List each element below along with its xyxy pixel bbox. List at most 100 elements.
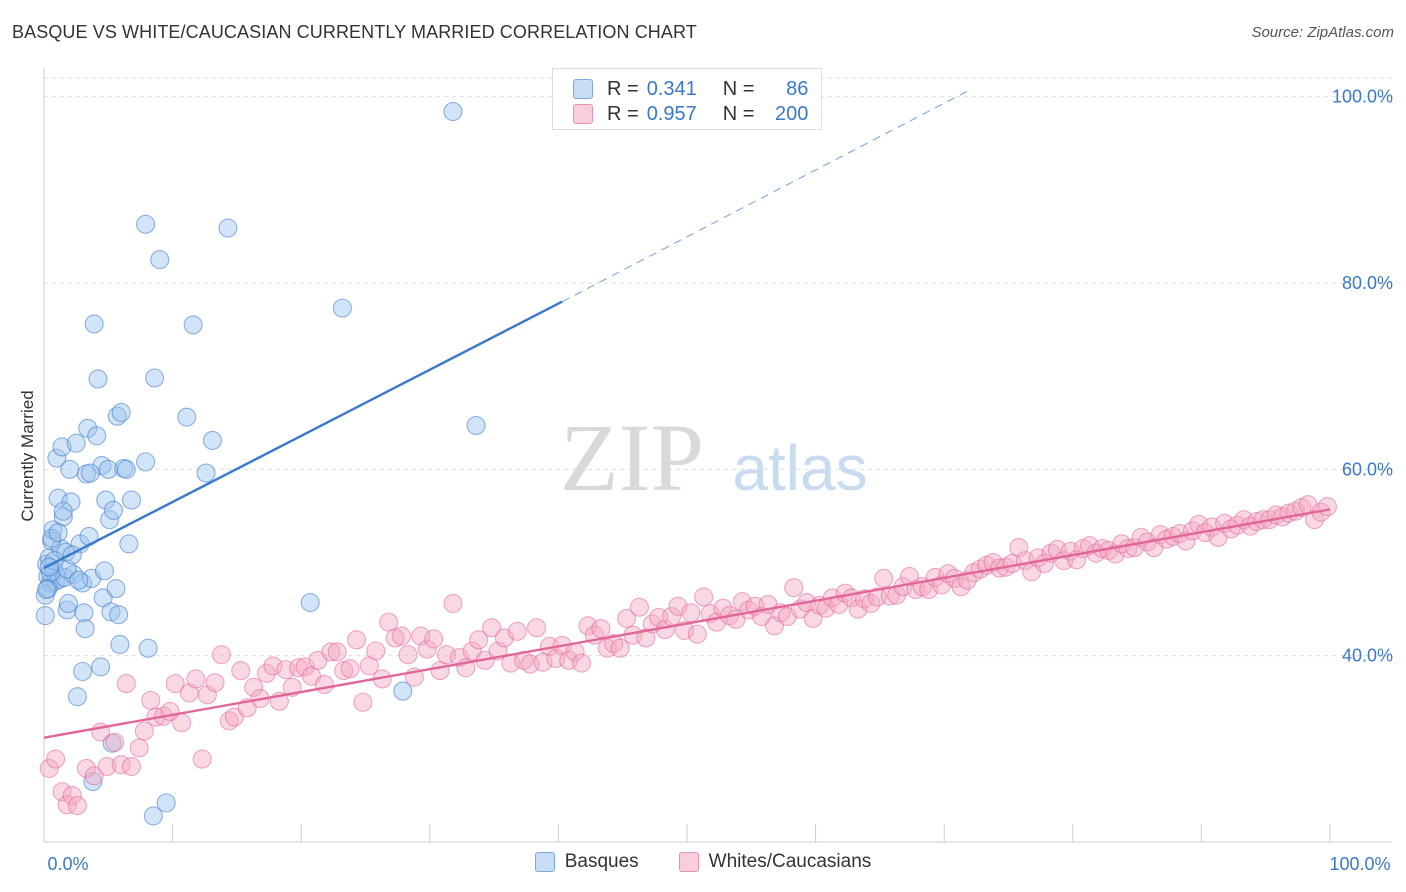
data-point[interactable]	[197, 685, 217, 705]
data-point[interactable]	[1105, 544, 1125, 564]
data-point[interactable]	[300, 593, 320, 613]
data-point[interactable]	[57, 600, 77, 620]
data-point[interactable]	[610, 638, 630, 658]
data-point[interactable]	[694, 587, 714, 607]
data-point[interactable]	[67, 796, 87, 816]
data-point[interactable]	[1305, 510, 1325, 530]
data-point[interactable]	[136, 214, 156, 234]
data-point[interactable]	[88, 369, 108, 389]
data-point[interactable]	[116, 459, 136, 479]
data-point[interactable]	[687, 624, 707, 644]
data-point[interactable]	[119, 534, 139, 554]
data-point[interactable]	[69, 570, 89, 590]
data-point[interactable]	[327, 642, 347, 662]
data-point[interactable]	[48, 523, 68, 543]
data-point[interactable]	[80, 463, 100, 483]
data-point[interactable]	[138, 638, 158, 658]
data-point[interactable]	[109, 605, 129, 625]
data-point[interactable]	[417, 639, 437, 659]
data-point[interactable]	[196, 463, 216, 483]
data-point[interactable]	[110, 634, 130, 655]
data-point[interactable]	[60, 459, 80, 479]
data-point[interactable]	[134, 721, 154, 741]
data-point[interactable]	[391, 626, 412, 646]
data-point[interactable]	[62, 545, 82, 565]
data-point[interactable]	[97, 756, 117, 777]
data-point[interactable]	[141, 690, 161, 710]
data-point[interactable]	[385, 628, 405, 648]
data-point[interactable]	[205, 673, 225, 693]
data-point[interactable]	[105, 732, 125, 752]
data-point[interactable]	[244, 677, 264, 697]
data-point[interactable]	[121, 490, 141, 510]
data-point[interactable]	[76, 758, 96, 778]
data-point[interactable]	[96, 490, 116, 510]
data-point[interactable]	[681, 603, 701, 623]
data-point[interactable]	[106, 579, 126, 599]
data-point[interactable]	[571, 653, 592, 673]
data-point[interactable]	[366, 641, 386, 661]
data-point[interactable]	[92, 456, 112, 476]
data-point[interactable]	[591, 619, 611, 639]
data-point[interactable]	[91, 657, 111, 677]
data-point[interactable]	[150, 250, 170, 270]
data-point[interactable]	[674, 620, 694, 641]
data-point[interactable]	[219, 711, 239, 731]
data-point[interactable]	[186, 669, 206, 689]
data-point[interactable]	[340, 659, 360, 679]
data-point[interactable]	[231, 661, 251, 681]
data-point[interactable]	[143, 806, 163, 826]
data-point[interactable]	[66, 433, 86, 453]
data-point[interactable]	[629, 597, 649, 617]
data-point[interactable]	[57, 795, 77, 815]
data-point[interactable]	[73, 661, 93, 682]
data-point[interactable]	[1317, 497, 1337, 517]
data-point[interactable]	[183, 315, 203, 335]
legend-item-basques[interactable]: Basques	[534, 851, 639, 873]
data-point[interactable]	[145, 368, 165, 388]
data-point[interactable]	[62, 785, 82, 805]
data-point[interactable]	[52, 437, 72, 457]
data-point[interactable]	[74, 603, 94, 623]
data-point[interactable]	[107, 406, 127, 426]
data-point[interactable]	[481, 618, 502, 638]
data-point[interactable]	[211, 645, 232, 665]
data-point[interactable]	[121, 756, 141, 777]
data-point[interactable]	[192, 749, 212, 769]
data-point[interactable]	[462, 641, 482, 661]
data-point[interactable]	[334, 661, 354, 681]
legend-item-whites[interactable]: Whites/Caucasians	[678, 851, 871, 873]
data-point[interactable]	[224, 707, 244, 727]
data-point[interactable]	[218, 218, 238, 238]
data-point[interactable]	[398, 645, 418, 665]
data-point[interactable]	[67, 687, 87, 707]
data-point[interactable]	[202, 430, 223, 450]
data-point[interactable]	[38, 579, 58, 599]
data-point[interactable]	[53, 501, 73, 521]
data-point[interactable]	[75, 619, 95, 639]
data-point[interactable]	[87, 426, 107, 446]
data-point[interactable]	[94, 561, 114, 581]
data-point[interactable]	[424, 629, 444, 649]
data-point[interactable]	[37, 579, 57, 600]
data-point[interactable]	[111, 402, 131, 423]
data-point[interactable]	[507, 621, 527, 641]
data-point[interactable]	[101, 602, 121, 622]
data-point[interactable]	[172, 713, 192, 733]
data-point[interactable]	[84, 766, 104, 786]
data-point[interactable]	[103, 500, 123, 520]
data-point[interactable]	[636, 628, 656, 648]
data-point[interactable]	[353, 692, 373, 712]
data-point[interactable]	[165, 674, 185, 694]
data-point[interactable]	[526, 618, 547, 638]
data-point[interactable]	[47, 448, 67, 468]
data-point[interactable]	[443, 101, 463, 122]
data-point[interactable]	[129, 738, 149, 758]
data-point[interactable]	[256, 663, 277, 683]
data-point[interactable]	[393, 681, 413, 701]
data-point[interactable]	[35, 606, 55, 626]
data-point[interactable]	[46, 749, 66, 769]
data-point[interactable]	[874, 568, 894, 588]
data-point[interactable]	[156, 793, 176, 813]
data-point[interactable]	[332, 298, 352, 318]
